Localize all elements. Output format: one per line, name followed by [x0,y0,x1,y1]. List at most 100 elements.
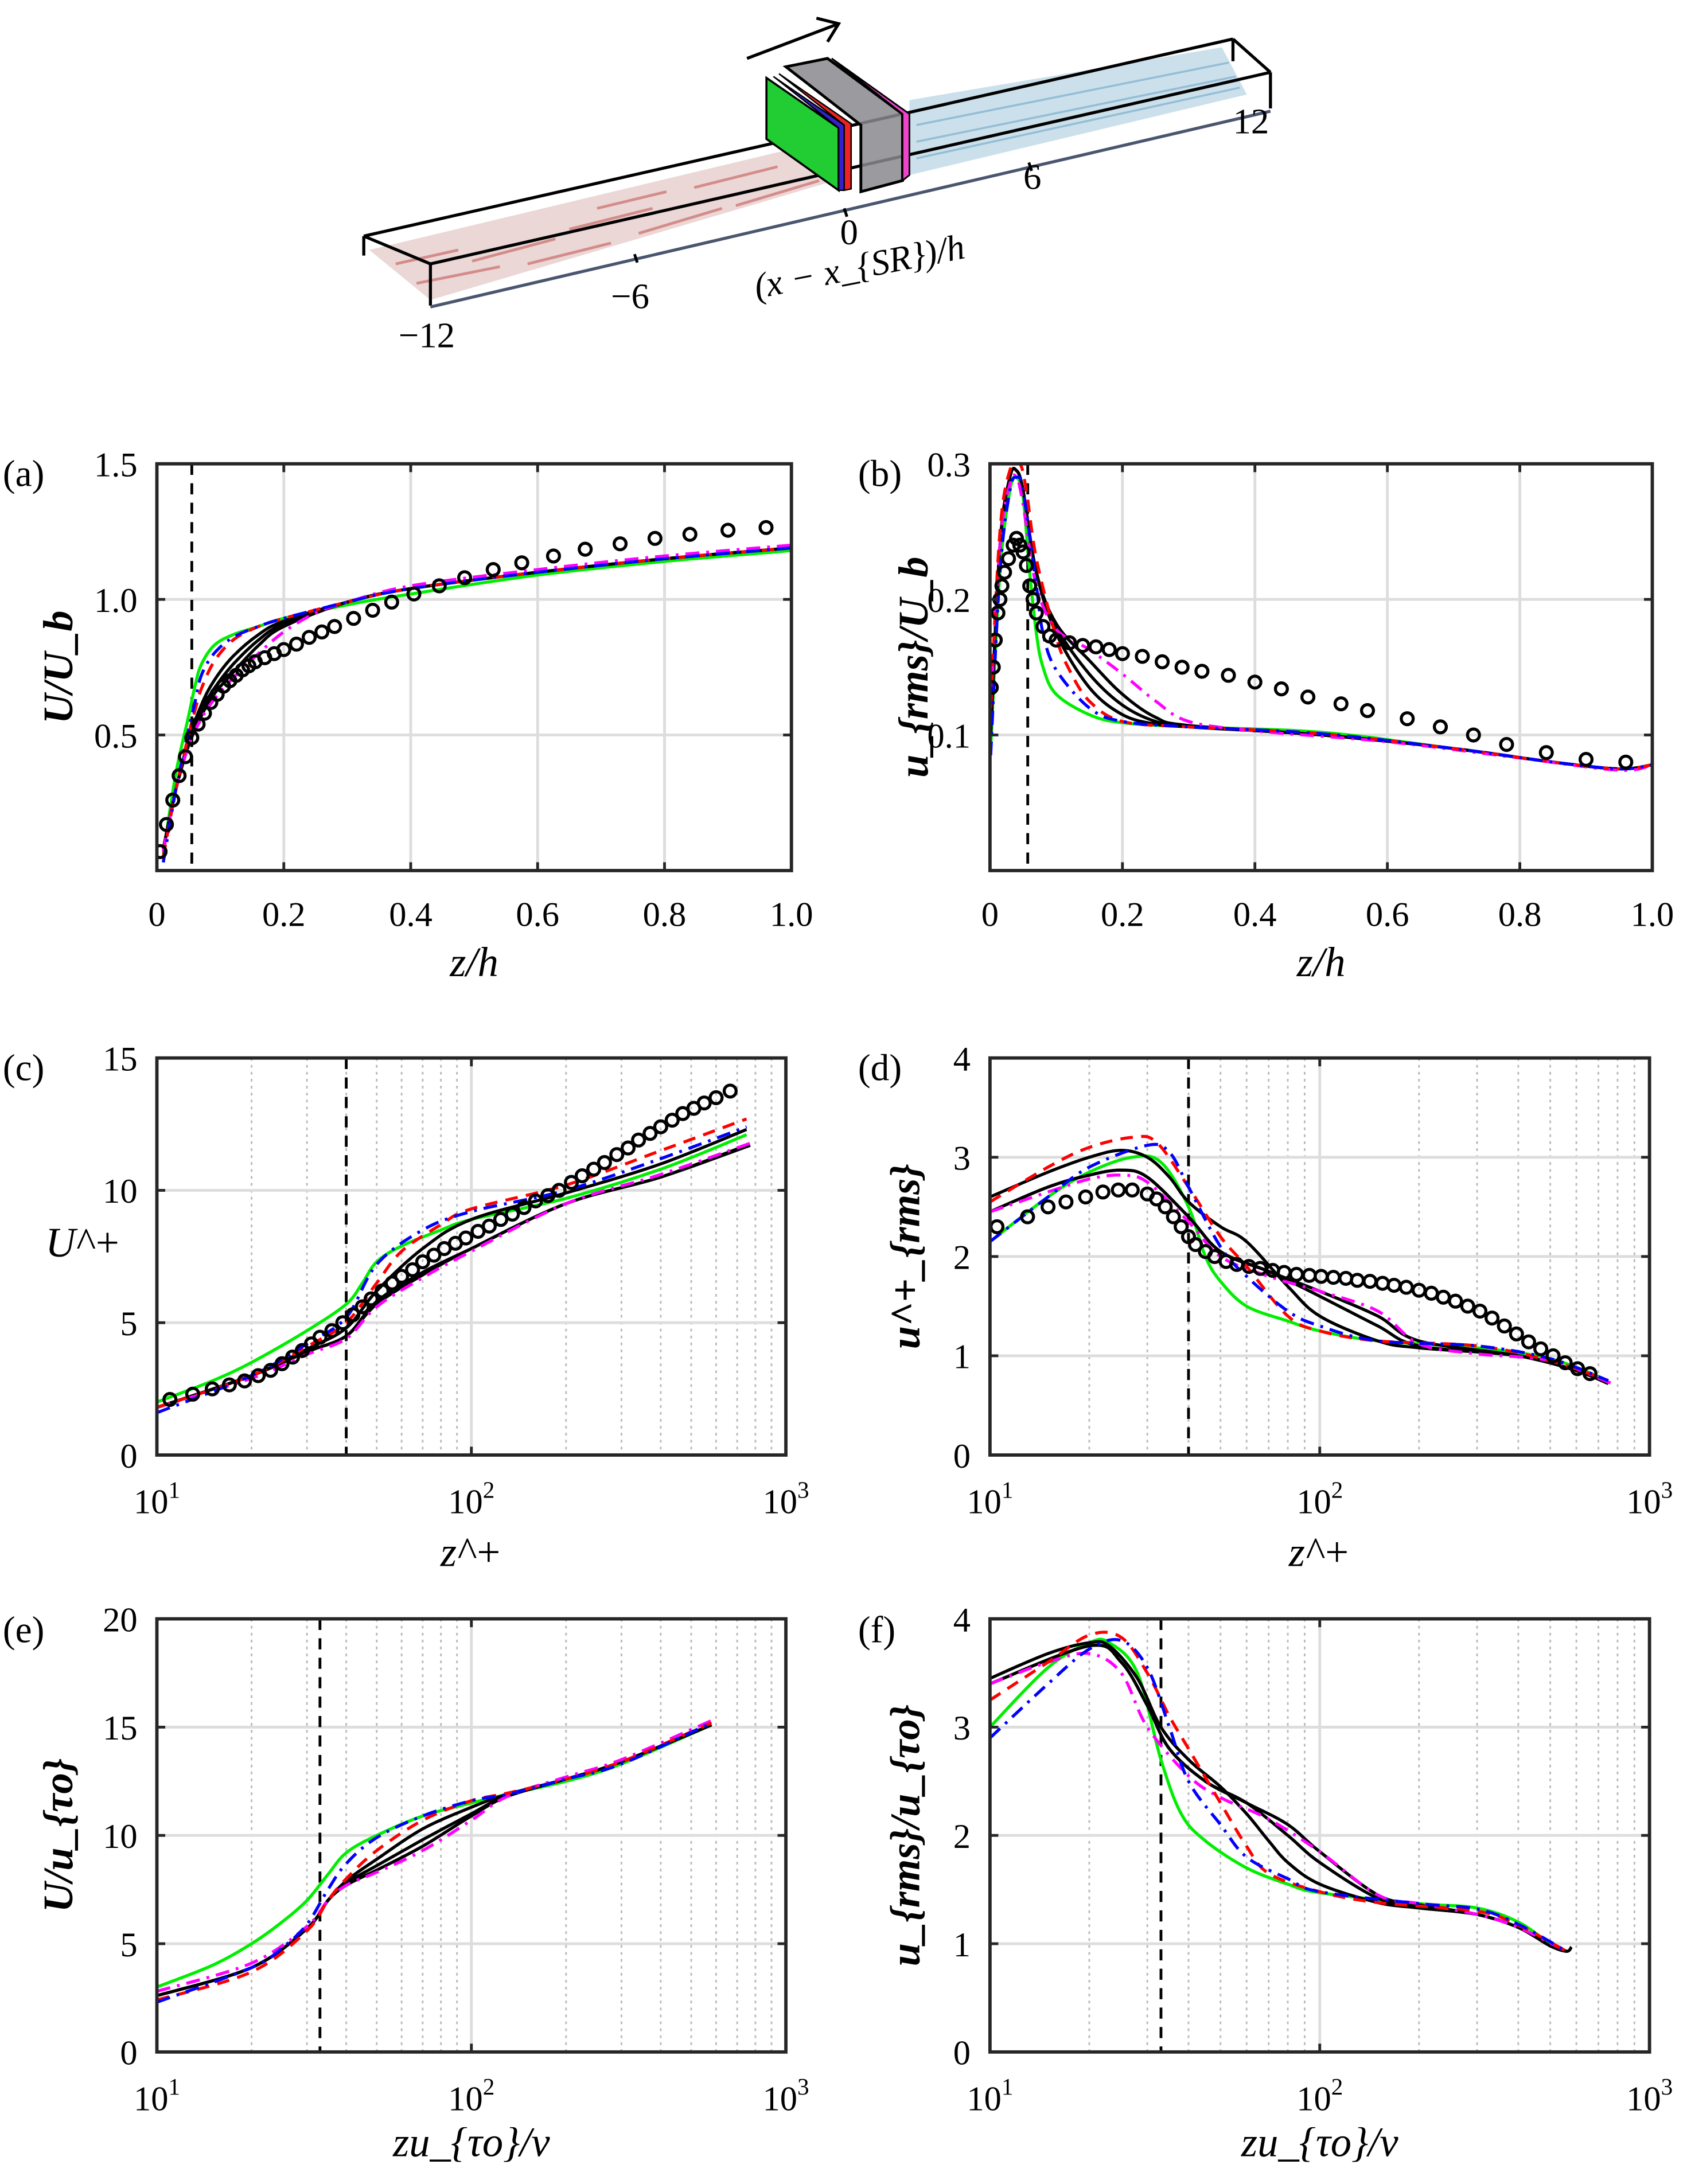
series-line-solid [157,1723,712,1998]
data-point-marker [1432,719,1448,735]
data-point-marker [642,1126,658,1141]
schematic-axis-label: (x − x_{SR})/h [751,227,968,307]
plane-magenta [831,57,910,182]
series-line-solid [989,1149,1609,1385]
y-tick-label: 2 [953,1239,971,1277]
data-point-marker [1448,1293,1463,1309]
data-point-marker [1557,1355,1573,1371]
data-point-marker [493,1212,509,1227]
data-point-marker [514,555,529,571]
data-point-marker [457,570,473,586]
data-point-marker [274,1356,290,1371]
data-point-marker [363,1291,379,1306]
data-point-marker [162,1391,178,1407]
data-point-marker [994,578,1010,594]
data-point-marker [505,1206,520,1222]
x-axis-label: z/h [1296,939,1346,985]
series-line-dashed [989,1134,1609,1382]
data-point-marker [997,564,1012,580]
x-tick-label: 0.2 [262,896,306,934]
data-point-marker [597,1155,612,1171]
x-tick-label: 102 [448,2073,494,2118]
series-line-solid [162,546,792,849]
y-tick-label: 0 [120,1437,137,1476]
data-point-marker [185,1386,201,1402]
data-point-marker [1135,649,1150,664]
series-line-dashed [162,546,792,857]
y-tick-label: 10 [103,1172,138,1211]
data-point-marker [1326,1270,1341,1285]
data-point-marker [159,817,174,832]
data-point-marker [1194,664,1210,679]
data-point-marker [251,1368,266,1383]
series-line-dashed [157,1721,712,2002]
y-axis-label: U^+ [45,1219,121,1266]
data-point-marker [1400,711,1415,727]
series-line-solid [989,1154,1609,1382]
y-axis-label: u_{rms}/U_b [890,557,937,778]
data-point-marker [1582,1366,1598,1382]
y-tick-label: 0 [120,2034,137,2073]
data-point-marker [1028,605,1044,621]
data-point-marker [204,1381,220,1397]
x-axis-label: zu_{τo}/ν [1241,2119,1398,2165]
data-point-marker [1174,660,1190,675]
data-point-marker [720,522,736,538]
x-tick-label: 0.2 [1101,896,1144,934]
data-point-marker [1025,592,1041,607]
data-point-marker [1062,635,1077,650]
marker-series [989,1182,1598,1382]
y-tick-label: 15 [103,1709,138,1748]
x-axis-label: z/h [449,939,498,985]
data-point-marker [1538,745,1554,760]
x-tick-label: 1.0 [1631,896,1674,934]
data-point-marker [564,1175,579,1190]
y-tick-label: 1.0 [94,582,138,620]
x-tick-label: 102 [448,1476,494,1521]
y-tick-label: 3 [953,1709,971,1748]
series-line-solid [162,549,792,855]
data-point-marker [1019,557,1034,574]
schematic-tick-6: 6 [1023,157,1041,197]
x-tick-label: 103 [763,1476,809,1521]
data-point-marker [653,1119,668,1134]
plane-red [778,73,852,192]
channel-schematic: −12 −6 0 6 12 (x − x_{SR})/h [362,17,1272,355]
data-point-marker [1424,1285,1439,1301]
y-axis-label: u_{rms}/u_{τo} [882,1705,928,1966]
y-axis-label: U/u_{τo} [35,1758,81,1912]
data-point-marker [346,611,361,626]
series-line-solid [989,1168,1609,1385]
series-line-dashdot [162,543,792,852]
data-point-marker [546,548,561,564]
data-point-marker [301,630,317,645]
data-point-marker [1533,1341,1549,1356]
x-tick-label: 0 [981,896,999,934]
data-point-marker [1158,1199,1173,1215]
series-line-dashdot [989,473,1653,772]
x-tick-label: 102 [1296,2073,1343,2118]
data-point-marker [1035,619,1051,634]
x-tick-label: 0.6 [516,896,559,934]
x-tick-label: 101 [967,1476,1013,1521]
y-tick-label: 20 [103,1601,138,1639]
data-point-marker [1359,703,1376,719]
data-point-marker [431,578,447,594]
data-point-marker [1485,1311,1500,1326]
plot-area [157,1618,712,2052]
y-tick-label: 15 [103,1040,138,1078]
data-point-marker [276,642,291,657]
data-point-marker [1398,1280,1414,1295]
data-point-marker [1499,736,1514,752]
plot-area [989,463,1653,871]
axis-tick-marks [633,162,1033,263]
x-tick-label: 0.4 [1233,896,1277,934]
data-point-marker [758,520,774,535]
y-axis-label: U/U_b [35,610,81,724]
panel-letter: (a) [3,453,45,494]
data-point-marker [1472,1303,1488,1319]
data-point-marker [708,1090,724,1105]
series-line-dashdot [157,1141,753,1409]
data-point-marker [1001,551,1016,567]
y-tick-label: 1 [953,1338,971,1376]
